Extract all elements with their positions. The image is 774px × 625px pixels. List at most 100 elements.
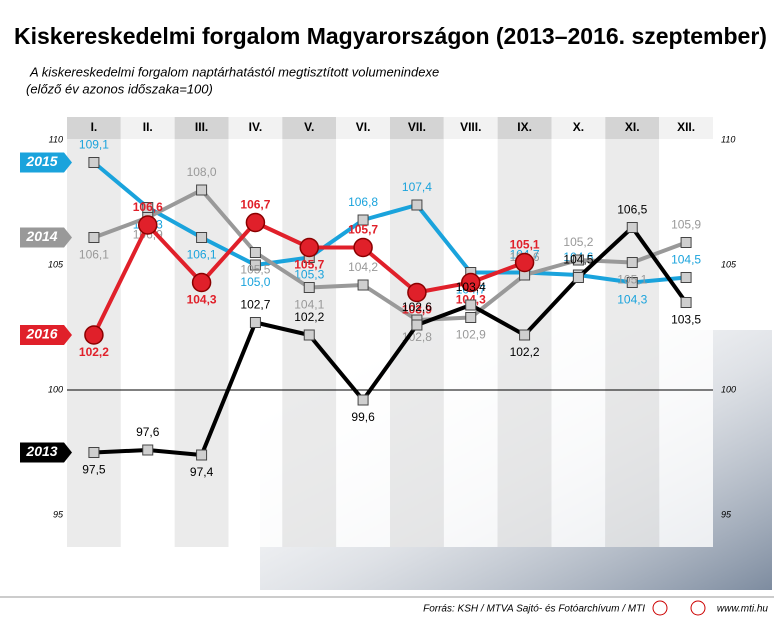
data-label: 105,1 <box>617 273 647 287</box>
data-label: 105,0 <box>240 275 270 289</box>
legend-label: 2015 <box>25 153 57 169</box>
marker <box>196 232 208 243</box>
legend-label: 2016 <box>25 326 57 342</box>
data-label: 106,8 <box>348 195 378 209</box>
legend-tag <box>20 442 72 463</box>
data-label: 104,3 <box>187 293 217 307</box>
marker <box>626 257 638 268</box>
chart-title: Kiskereskedelmi forgalom Magyarországon … <box>14 23 767 49</box>
data-label: 102,2 <box>294 310 324 324</box>
data-label: 106,5 <box>617 203 647 217</box>
column-header <box>67 117 121 139</box>
logo <box>652 600 668 616</box>
data-label: 102,7 <box>240 298 270 312</box>
data-label: 106,1 <box>79 248 109 262</box>
marker <box>680 297 692 308</box>
data-label: 105,9 <box>671 218 701 232</box>
marker <box>249 259 261 271</box>
series-line <box>93 225 688 457</box>
marker <box>196 184 208 196</box>
marker <box>514 252 535 273</box>
plot: I. II. III. IV. V. VI. VII. VIII. IX. X. XI. XII. 95… <box>20 117 737 547</box>
data-label: 104,2 <box>348 260 378 274</box>
series-line <box>92 160 687 285</box>
subtitle: (előző év azonos időszaka=100) <box>26 81 213 96</box>
marker <box>249 317 261 328</box>
data-label: 102,6 <box>402 300 432 314</box>
column-header <box>174 117 229 139</box>
data-label: 105,7 <box>348 223 378 237</box>
marker <box>626 277 638 288</box>
column-header <box>659 117 713 139</box>
data-label: 105,1 <box>510 238 540 252</box>
marker <box>680 272 692 283</box>
data-label: 105,3 <box>294 268 324 282</box>
marker <box>572 272 584 283</box>
y-tick-label: 100 <box>721 384 736 394</box>
data-label: 104,5 <box>671 253 701 267</box>
data-label: 107,4 <box>402 180 432 194</box>
y-tick-label: 110 <box>721 134 735 144</box>
series-line <box>93 188 687 322</box>
data-label: 105,5 <box>240 263 270 277</box>
marker <box>465 299 477 311</box>
column-header <box>443 117 498 139</box>
column-band <box>551 117 606 547</box>
column-band <box>228 117 283 547</box>
legend-label: 2014 <box>25 228 57 244</box>
x-tick-label: VI. <box>356 120 371 134</box>
marker <box>196 449 208 461</box>
marker <box>572 254 584 266</box>
marker <box>84 325 104 345</box>
column-band <box>659 117 713 547</box>
x-tick-label: X. <box>573 120 584 134</box>
legend-tag <box>20 152 72 173</box>
column-header <box>120 117 175 139</box>
y-tick-label: 100 <box>48 384 63 394</box>
legend-tag <box>20 227 72 248</box>
data-label: 103,5 <box>671 313 701 327</box>
x-tick-label: VII. <box>408 120 426 134</box>
data-label: 108,0 <box>187 165 217 179</box>
marker <box>465 312 477 323</box>
legend-label: 2013 <box>25 443 57 459</box>
column-band <box>605 117 660 547</box>
data-label: 105,2 <box>563 235 593 249</box>
marker <box>303 282 315 293</box>
x-tick-label: I. <box>91 120 98 134</box>
y-tick-label: 105 <box>721 259 737 269</box>
marker <box>142 444 154 456</box>
x-tick-label: III. <box>195 120 208 134</box>
data-label: 97,5 <box>82 463 106 477</box>
data-label: 109,1 <box>79 138 109 152</box>
data-label: 102,2 <box>510 345 540 359</box>
data-label: 105,7 <box>294 258 324 272</box>
source: Forrás: KSH / MTVA Sajtó- és Fotóarchívu… <box>423 604 645 615</box>
marker <box>303 329 315 341</box>
column-header <box>497 117 552 139</box>
subtitle: A kiskereskedelmi forgalom naptárhatástó… <box>29 64 439 79</box>
x-tick-label: XII. <box>677 120 695 134</box>
x-tick-label: IX. <box>517 120 532 134</box>
column-header <box>551 117 606 139</box>
x-tick-label: XI. <box>625 120 640 134</box>
marker <box>461 272 481 293</box>
data-label: 102,9 <box>456 328 486 342</box>
marker <box>411 319 423 331</box>
y-tick-label: 110 <box>49 134 63 144</box>
x-tick-label: II. <box>143 120 153 134</box>
column-header <box>605 117 660 139</box>
marker <box>353 237 373 258</box>
column-header <box>282 117 337 139</box>
column-header <box>390 117 444 139</box>
y-tick-label: 95 <box>721 509 732 519</box>
data-label: 103,9 <box>402 303 432 317</box>
marker <box>249 247 261 258</box>
data-label: 106,7 <box>240 198 270 212</box>
marker <box>357 214 369 226</box>
data-label: 99,6 <box>351 410 375 424</box>
marker <box>88 157 100 168</box>
data-label: 104,5 <box>563 253 593 267</box>
marker <box>191 272 212 293</box>
